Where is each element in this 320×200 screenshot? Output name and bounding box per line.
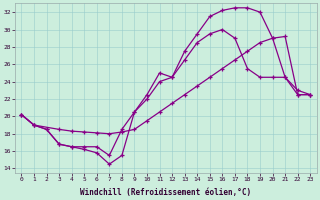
X-axis label: Windchill (Refroidissement éolien,°C): Windchill (Refroidissement éolien,°C) <box>80 188 252 197</box>
